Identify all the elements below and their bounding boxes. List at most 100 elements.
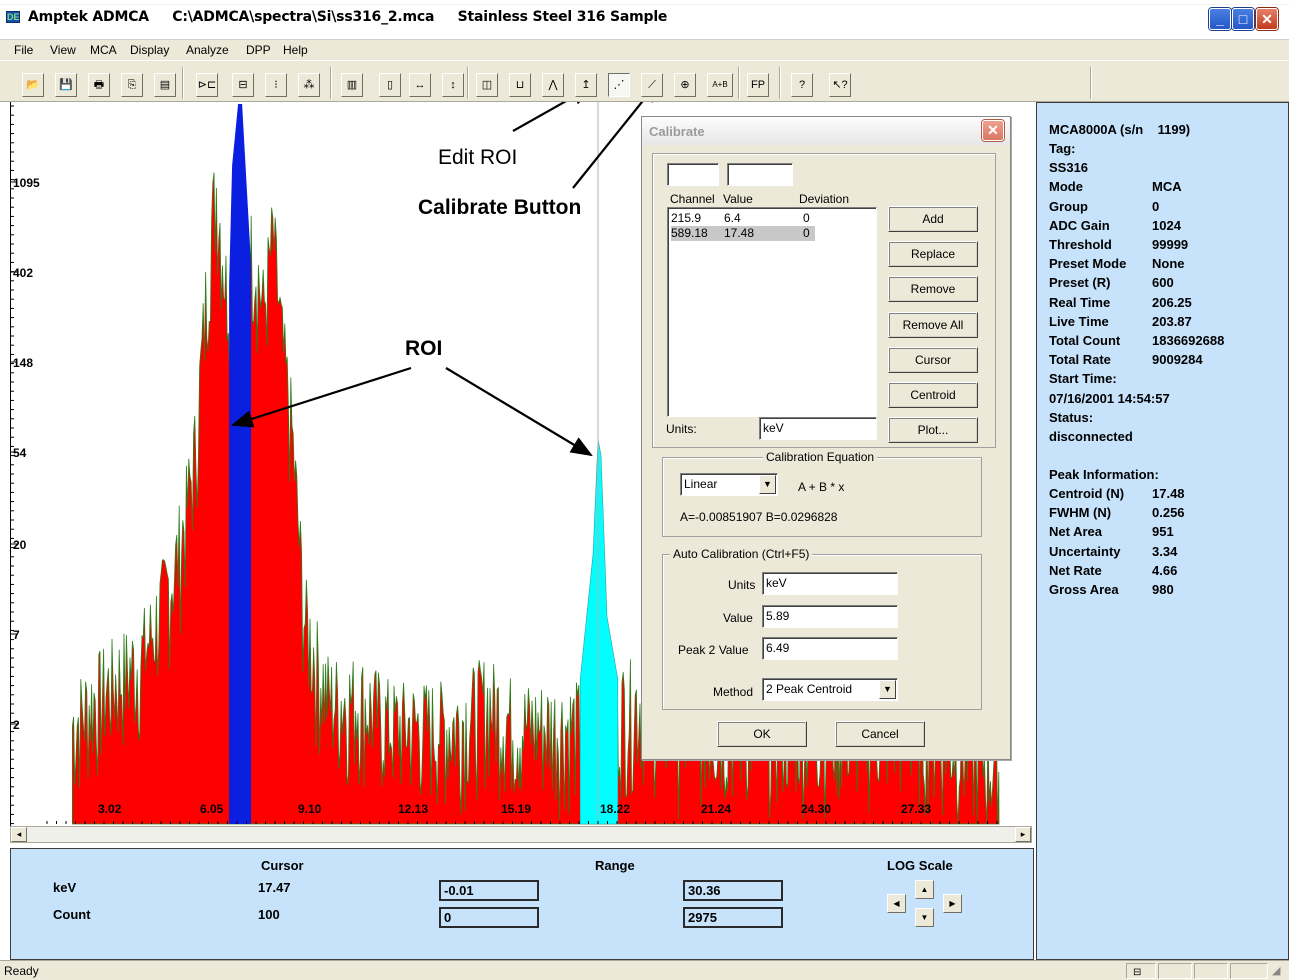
print-button[interactable]: 🖶 — [88, 73, 110, 97]
expand-vertical-button[interactable]: ↕ — [442, 73, 464, 97]
y-tick-label: 2 — [13, 718, 20, 732]
scale-right-button[interactable]: ▶ — [943, 894, 962, 913]
info-icon: ▯ — [386, 79, 394, 91]
zoom-box-icon: ◫ — [481, 79, 493, 91]
y-tick-label: 20 — [13, 538, 27, 552]
arrow-left-icon: ◀ — [893, 899, 900, 908]
info-label: Live Time — [1049, 313, 1109, 329]
calibrate-points-button[interactable]: ⋰ — [608, 73, 630, 97]
range-count-min-field[interactable]: 0 — [439, 907, 539, 928]
help-button[interactable]: ? — [791, 73, 813, 97]
dialog-title-bar: Calibrate ✕ — [642, 117, 1010, 145]
clear-button[interactable]: ⁂ — [298, 73, 320, 97]
calibrate-button[interactable]: ⟋ — [641, 73, 663, 97]
y-tick-label: 402 — [13, 266, 33, 280]
method-select[interactable]: 2 Peak Centroid ▼ — [762, 678, 898, 701]
auto-units-field[interactable]: keV — [762, 572, 898, 595]
menu-display[interactable]: Display — [130, 43, 170, 57]
units-field[interactable]: keV — [759, 417, 877, 440]
app-icon: DE — [6, 11, 20, 23]
chevron-down-icon[interactable]: ▼ — [759, 475, 776, 494]
peak2-label: Peak 2 Value — [678, 643, 749, 657]
dialog-close-button[interactable]: ✕ — [982, 120, 1004, 141]
x-tick-label: 9.10 — [298, 802, 322, 816]
calibration-point-value: 17.48 — [724, 226, 755, 240]
resize-grip-icon[interactable]: ◢ — [1272, 965, 1281, 977]
copy-button[interactable]: ⎘ — [121, 73, 143, 97]
calibration-points-list[interactable]: 215.9 6.4 0 589.18 17.48 0 — [667, 207, 877, 417]
header-channel: Channel — [670, 192, 715, 206]
edit-roi-button[interactable]: ↥ — [575, 73, 597, 97]
display-button[interactable]: ▥ — [341, 73, 363, 97]
remove-button[interactable]: Remove — [888, 276, 978, 302]
scale-down-button[interactable]: ▼ — [915, 908, 934, 927]
channel-entry-field[interactable] — [667, 163, 719, 186]
info-value: 1836692688 — [1152, 333, 1225, 348]
info-value: 206.25 — [1152, 294, 1192, 310]
close-button[interactable]: ✕ — [1256, 8, 1278, 30]
cursor-button[interactable]: Cursor — [888, 347, 978, 373]
cancel-button[interactable]: Cancel — [835, 721, 925, 747]
menu-dpp[interactable]: DPP — [246, 43, 271, 57]
add-button[interactable]: Add — [888, 206, 978, 232]
expand-horizontal-button[interactable]: ↔ — [409, 73, 431, 97]
plot-button[interactable]: Plot... — [888, 417, 978, 443]
equation-type-select[interactable]: Linear ▼ — [680, 473, 778, 496]
calibration-point-deviation: 0 — [803, 211, 810, 225]
fp-button[interactable]: FP — [747, 73, 769, 97]
value-entry-field[interactable] — [727, 163, 793, 186]
zoom-box-button[interactable]: ◫ — [476, 73, 498, 97]
replace-button[interactable]: Replace — [888, 241, 978, 267]
window-title: Amptek ADMCA C:\ADMCA\spectra\Si\ss316_2… — [28, 9, 668, 25]
close-icon: ✕ — [987, 122, 999, 138]
scroll-right-button[interactable]: ▸ — [1015, 827, 1031, 842]
info-value: 0 — [1152, 198, 1160, 214]
menu-mca[interactable]: MCA — [90, 43, 117, 57]
annotation-calibrate-button: Calibrate Button — [418, 196, 582, 219]
roi-button[interactable]: ⊔ — [509, 73, 531, 97]
log-scale-header: LOG Scale — [887, 858, 953, 873]
horizontal-scrollbar[interactable]: ◂ ▸ — [10, 826, 1032, 843]
range-count-max-field[interactable]: 2975 — [683, 907, 783, 928]
info-button[interactable]: ▯ — [379, 73, 401, 97]
auto-value-label: Value — [723, 611, 753, 625]
range-kev-max-field[interactable]: 30.36 — [683, 880, 783, 901]
report-button[interactable]: ▤ — [154, 73, 176, 97]
cursor-kev-value: 17.47 — [258, 880, 291, 895]
peak-search-button[interactable]: ⊕ — [674, 73, 696, 97]
status-panel-3 — [1194, 963, 1228, 979]
centroid-button[interactable]: Centroid — [888, 382, 978, 408]
traffic-light-button[interactable]: ⁝ — [265, 73, 287, 97]
acquire-button[interactable]: ⊟ — [232, 73, 254, 97]
edit-roi-icon: ↥ — [581, 79, 591, 91]
context-help-button[interactable]: ↖? — [829, 73, 851, 97]
remove-all-button[interactable]: Remove All — [888, 312, 978, 338]
maximize-button[interactable]: □ — [1232, 8, 1254, 30]
scale-left-button[interactable]: ◀ — [887, 894, 906, 913]
a-plus-b-button[interactable]: A+B — [707, 73, 733, 97]
peak-button[interactable]: ⋀ — [542, 73, 564, 97]
range-kev-min-field[interactable]: -0.01 — [439, 880, 539, 901]
chevron-down-icon[interactable]: ▼ — [879, 680, 896, 699]
menu-analyze[interactable]: Analyze — [186, 43, 229, 57]
x-tick-label: 24.30 — [801, 802, 831, 816]
calibration-point-row[interactable]: 215.9 6.4 0 — [671, 211, 815, 226]
info-label: 07/16/2001 14:54:57 — [1049, 390, 1170, 406]
menu-file[interactable]: File — [14, 43, 34, 57]
save-button[interactable]: 💾 — [55, 73, 77, 97]
expand-vertical-icon: ↕ — [450, 79, 456, 91]
peak2-value-field[interactable]: 6.49 — [762, 637, 898, 660]
annotation-arrow — [445, 367, 593, 457]
scale-up-button[interactable]: ▲ — [915, 880, 934, 899]
calibration-point-row[interactable]: 589.18 17.48 0 — [671, 226, 815, 241]
ok-button[interactable]: OK — [717, 721, 807, 747]
a-plus-b-icon: A+B — [712, 80, 728, 89]
menu-help[interactable]: Help — [283, 43, 308, 57]
menu-view[interactable]: View — [50, 43, 76, 57]
open-button[interactable]: 📂 — [22, 73, 44, 97]
header-deviation: Deviation — [799, 192, 850, 206]
scroll-left-button[interactable]: ◂ — [11, 827, 27, 842]
connect-button[interactable]: ⊳⊏ — [196, 73, 218, 97]
minimize-button[interactable]: _ — [1209, 8, 1231, 30]
auto-value-field[interactable]: 5.89 — [762, 605, 898, 628]
